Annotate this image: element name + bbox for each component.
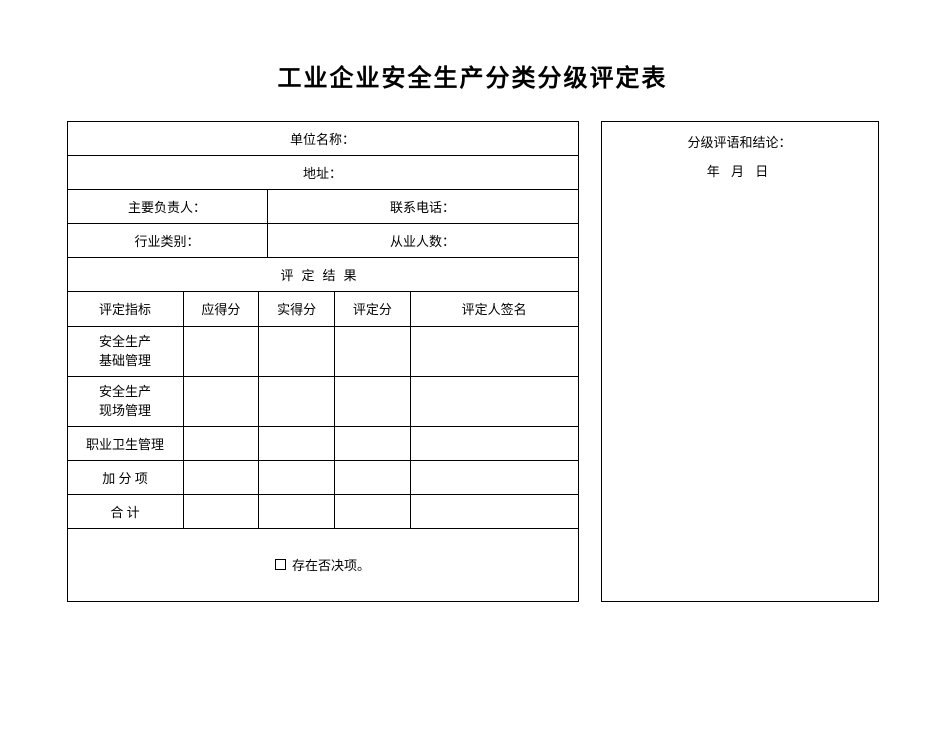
cell <box>334 326 410 376</box>
footer-veto-row: 存在否决项。 <box>68 529 578 601</box>
form-container: 单位名称： 地址： 主要负责人： 联系电话： 行业类别： 从业人数： 评定结果 … <box>67 121 879 602</box>
table-row: 安全生产现场管理 <box>68 376 578 426</box>
row-unit-name: 单位名称： <box>68 122 578 156</box>
right-panel: 分级评语和结论： 年 月 日 <box>601 121 879 602</box>
table-row: 合 计 <box>68 494 578 528</box>
label-industry-type: 行业类别： <box>68 224 268 257</box>
label-unit-name: 单位名称： <box>290 129 355 148</box>
cell <box>410 460 577 494</box>
row-label-health-mgmt: 职业卫生管理 <box>68 426 184 460</box>
page-title: 工业企业安全生产分类分级评定表 <box>0 0 945 121</box>
result-table: 评定指标 应得分 实得分 评定分 评定人签名 安全生产基础管理 安全生产现场管理 <box>68 292 578 529</box>
cell <box>259 326 335 376</box>
cell <box>183 376 259 426</box>
table-row: 加 分 项 <box>68 460 578 494</box>
col-eval-score: 评定分 <box>334 292 410 326</box>
cell <box>259 494 335 528</box>
row-label-site-mgmt: 安全生产现场管理 <box>68 376 184 426</box>
label-address: 地址： <box>303 163 342 182</box>
cell <box>183 426 259 460</box>
row-address: 地址： <box>68 156 578 190</box>
left-panel: 单位名称： 地址： 主要负责人： 联系电话： 行业类别： 从业人数： 评定结果 … <box>67 121 579 602</box>
cell <box>334 460 410 494</box>
panel-gap <box>579 121 601 602</box>
row-label-total: 合 计 <box>68 494 184 528</box>
cell <box>410 426 577 460</box>
col-max-score: 应得分 <box>183 292 259 326</box>
table-row: 安全生产基础管理 <box>68 326 578 376</box>
cell <box>334 376 410 426</box>
row-label-basic-mgmt: 安全生产基础管理 <box>68 326 184 376</box>
label-date: 年 月 日 <box>602 161 878 180</box>
table-header-row: 评定指标 应得分 实得分 评定分 评定人签名 <box>68 292 578 326</box>
row-industry: 行业类别： 从业人数： <box>68 224 578 258</box>
col-indicator: 评定指标 <box>68 292 184 326</box>
cell <box>410 494 577 528</box>
table-row: 职业卫生管理 <box>68 426 578 460</box>
label-veto: 存在否决项。 <box>292 555 370 574</box>
cell <box>410 376 577 426</box>
cell <box>183 460 259 494</box>
label-employee-count: 从业人数： <box>268 224 578 257</box>
label-conclusion: 分级评语和结论： <box>602 132 878 151</box>
cell <box>183 326 259 376</box>
cell <box>259 426 335 460</box>
cell <box>334 426 410 460</box>
cell <box>334 494 410 528</box>
checkbox-icon <box>275 559 286 570</box>
col-signature: 评定人签名 <box>410 292 577 326</box>
cell <box>259 376 335 426</box>
cell <box>259 460 335 494</box>
row-contact: 主要负责人： 联系电话： <box>68 190 578 224</box>
section-header-results: 评定结果 <box>68 258 578 292</box>
label-phone: 联系电话： <box>268 190 578 223</box>
label-responsible-person: 主要负责人： <box>68 190 268 223</box>
cell <box>183 494 259 528</box>
cell <box>410 326 577 376</box>
row-label-bonus: 加 分 项 <box>68 460 184 494</box>
col-actual-score: 实得分 <box>259 292 335 326</box>
